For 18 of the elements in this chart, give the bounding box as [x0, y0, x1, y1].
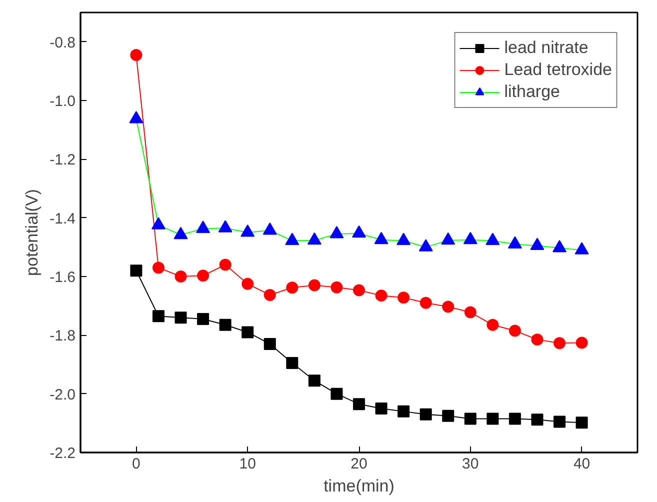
y-tick-label: -1.0	[50, 93, 76, 110]
x-tick-label: 30	[462, 456, 479, 472]
y-tick-label: -1.2	[50, 152, 76, 169]
x-axis-title: time(min)	[324, 476, 394, 496]
y-tick-label: -2.0	[50, 386, 76, 404]
y-tick-label: -0.8	[50, 34, 76, 52]
x-tick-label: 20	[350, 456, 368, 472]
x-tick-label: 0	[132, 456, 140, 472]
y-axis-title: potential(V)	[22, 189, 42, 276]
y-tick-label: -1.6	[50, 269, 76, 286]
y-tick-label: -1.4	[50, 210, 76, 228]
x-tick-label: 40	[573, 456, 590, 472]
legend-label: Lead tetroxide	[504, 59, 612, 81]
y-tick-label: -1.8	[50, 328, 76, 345]
legend-label: lead nitrate	[504, 37, 588, 59]
y-tick-label: -2.2	[50, 445, 76, 462]
legend-label: litharge	[504, 81, 560, 103]
x-tick-label: 10	[239, 456, 256, 472]
